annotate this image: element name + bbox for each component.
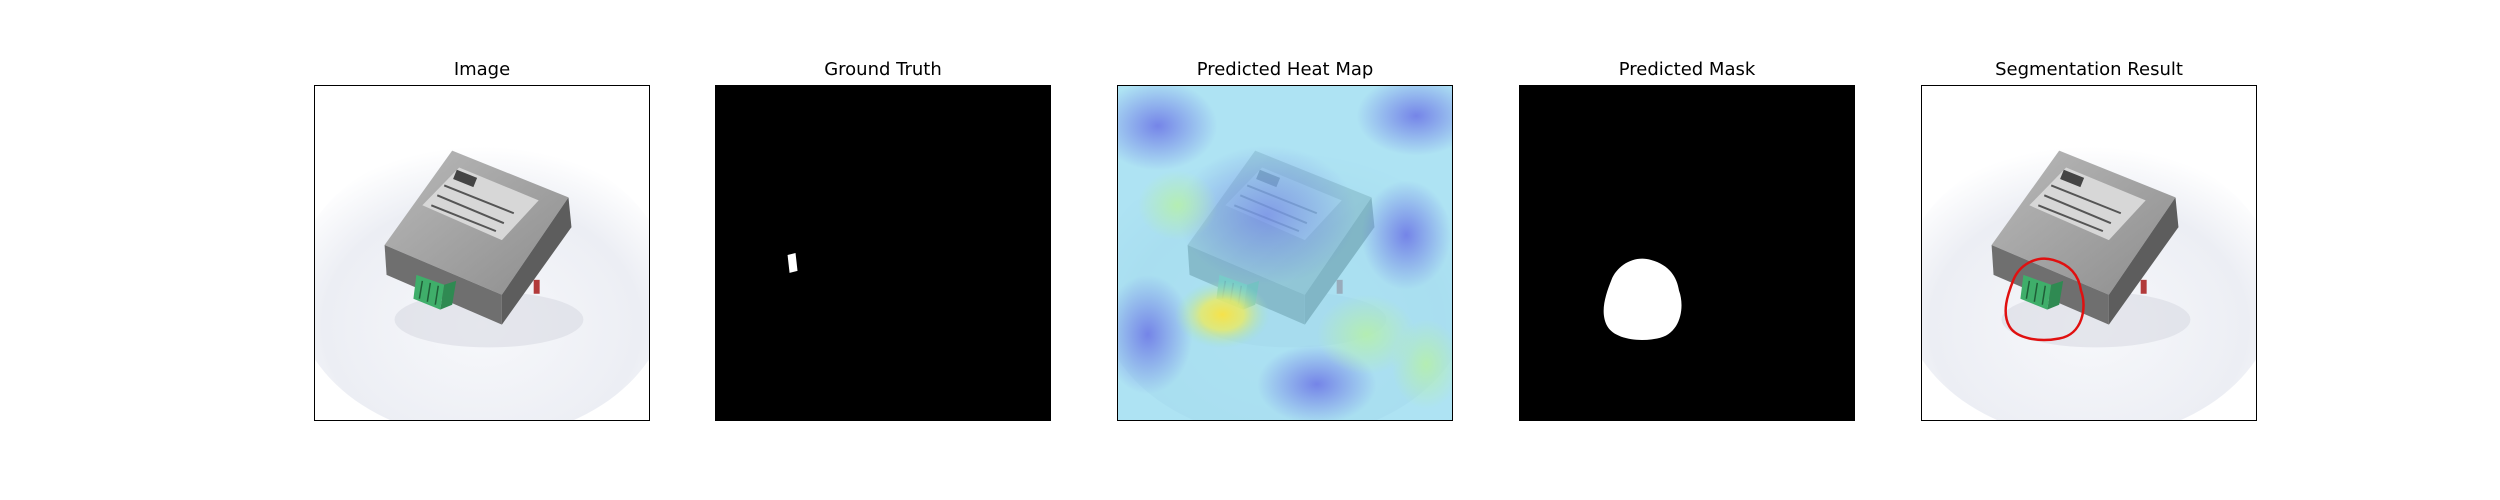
heatmap-image — [1117, 85, 1453, 421]
panel-title: Ground Truth — [824, 59, 942, 80]
device-photo — [314, 85, 650, 421]
heatmap-icon — [1118, 86, 1452, 420]
panel-title: Predicted Heat Map — [1196, 59, 1374, 80]
segmentation-overlay — [1921, 85, 2257, 421]
predicted-mask — [1519, 85, 1855, 421]
mask-icon — [1520, 86, 1854, 420]
panel-title: Image — [453, 59, 511, 80]
contour-icon — [1922, 86, 2256, 420]
ground-truth-mask — [715, 85, 1051, 421]
panel-heatmap: Predicted Heat Map — [1117, 0, 1453, 500]
panel-segmentation-result: Segmentation Result — [1921, 0, 2257, 500]
device-photo-icon — [315, 86, 649, 420]
panel-image: Image — [314, 0, 650, 500]
panel-title: Segmentation Result — [1995, 59, 2183, 80]
panel-ground-truth: Ground Truth — [715, 0, 1051, 500]
panel-predicted-mask: Predicted Mask — [1519, 0, 1855, 500]
mask-icon — [716, 86, 1050, 420]
panel-title: Predicted Mask — [1618, 59, 1756, 80]
